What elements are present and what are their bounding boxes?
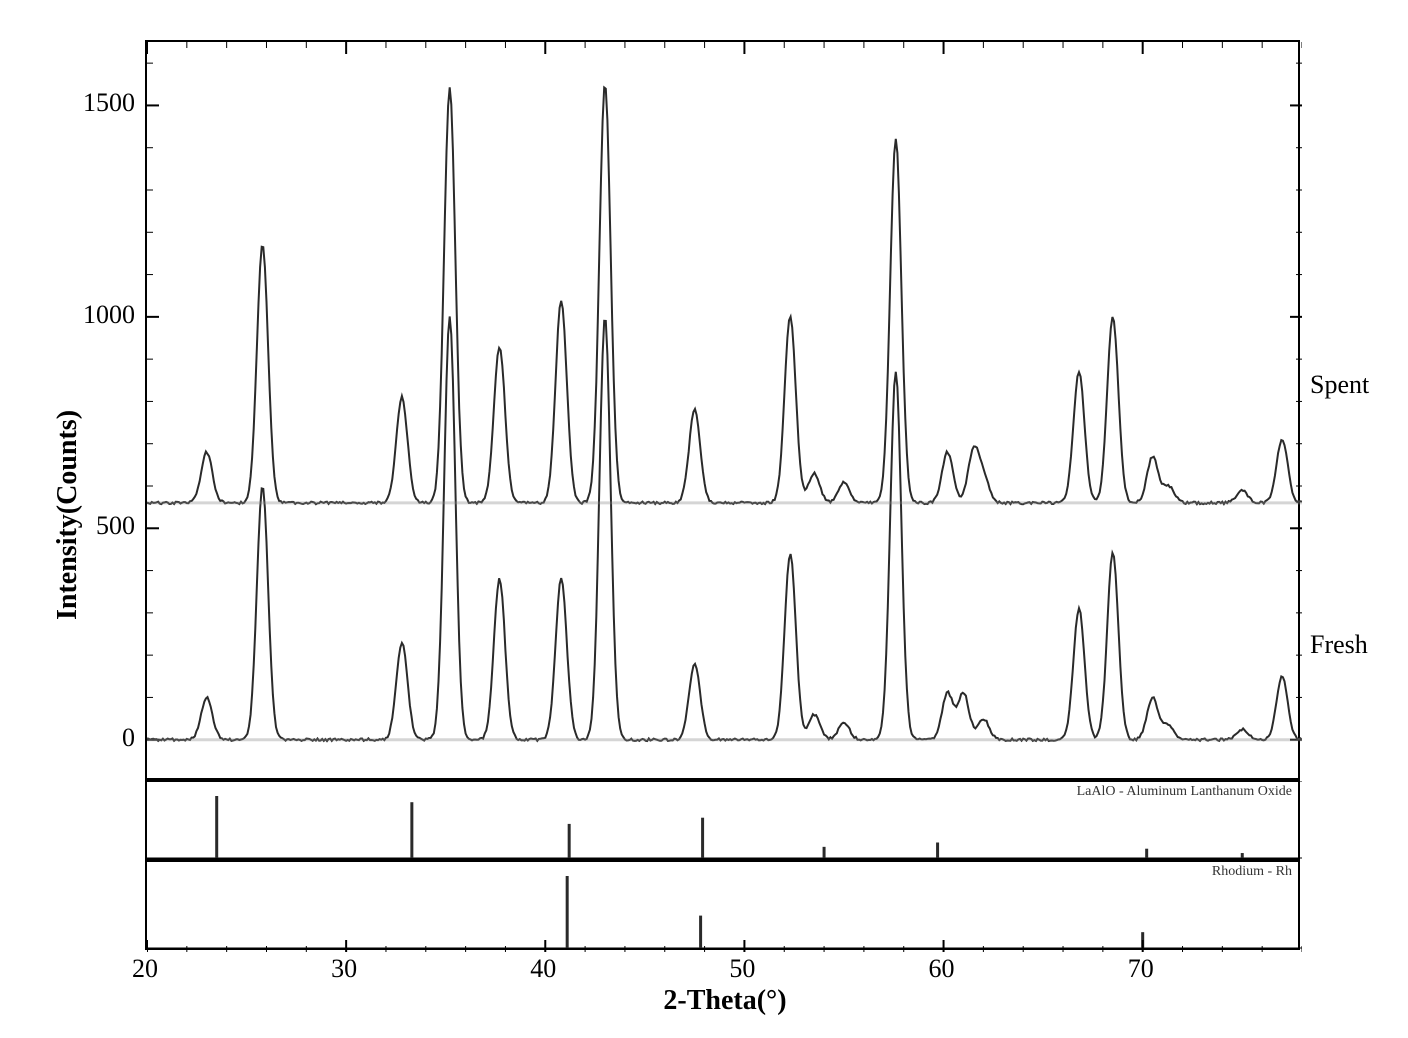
x-tick-label: 60 bbox=[917, 954, 967, 984]
y-tick-label: 1500 bbox=[65, 88, 135, 118]
xrd-curve-spent bbox=[147, 87, 1302, 504]
series-label-spent: Spent bbox=[1310, 370, 1369, 400]
xrd-figure: Intensity(Counts) 2-Theta(°) LaAlO - Alu… bbox=[0, 0, 1408, 1038]
main-plot-svg bbox=[147, 42, 1302, 782]
y-tick-label: 0 bbox=[65, 723, 135, 753]
x-tick-label: 20 bbox=[120, 954, 170, 984]
reference1-label: LaAlO - Aluminum Lanthanum Oxide bbox=[892, 784, 1292, 800]
reference-panel-2: Rhodium - Rh bbox=[145, 860, 1300, 950]
x-tick-label: 50 bbox=[717, 954, 767, 984]
x-tick-label: 30 bbox=[319, 954, 369, 984]
y-tick-label: 500 bbox=[65, 511, 135, 541]
x-axis-title: 2-Theta(°) bbox=[600, 985, 850, 1017]
reference-panel-1: LaAlO - Aluminum Lanthanum Oxide bbox=[145, 780, 1300, 860]
x-tick-label: 70 bbox=[1116, 954, 1166, 984]
main-plot-panel bbox=[145, 40, 1300, 780]
series-label-fresh: Fresh bbox=[1310, 630, 1368, 660]
y-tick-label: 1000 bbox=[65, 300, 135, 330]
xrd-curve-fresh bbox=[147, 317, 1302, 742]
reference2-label: Rhodium - Rh bbox=[1092, 864, 1292, 880]
x-tick-label: 40 bbox=[518, 954, 568, 984]
